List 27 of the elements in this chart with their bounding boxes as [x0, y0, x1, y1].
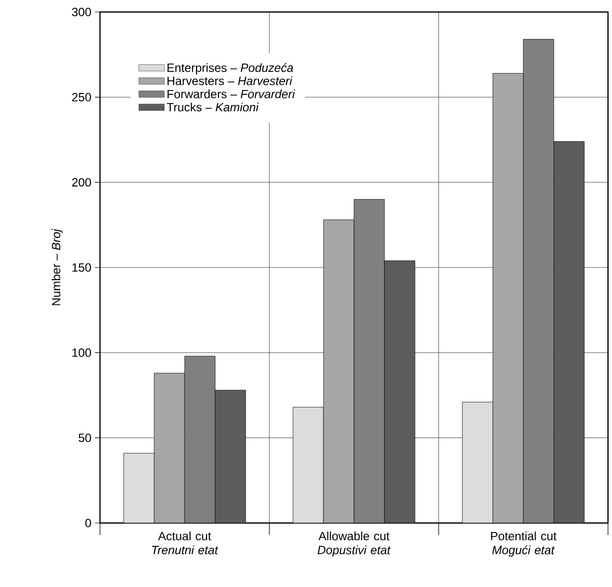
- y-tick-label: 250: [72, 92, 92, 102]
- bar: [154, 372, 185, 523]
- legend-label: Enterprises – Poduzeća: [168, 63, 294, 74]
- bar: [554, 141, 584, 523]
- bar: [214, 390, 246, 523]
- y-tick-label: 100: [72, 348, 92, 357]
- y-tick-label: 200: [72, 178, 92, 187]
- x-tick-label: Allowable cut Dopustivi etat: [318, 532, 391, 557]
- x-tick-label: Actual cut Trenutni etat: [152, 532, 218, 554]
- y-axis-title: Number – Broj: [52, 228, 63, 306]
- x-tick-label: Potential cut Mogući etat: [491, 532, 556, 557]
- bar: [124, 452, 154, 523]
- bar: [384, 260, 416, 523]
- bar: [354, 199, 385, 523]
- bar: [523, 39, 554, 523]
- legend-label: Forwarders – Forvarderi: [168, 90, 296, 98]
- bar: [323, 220, 354, 523]
- y-tick-label: 50: [78, 434, 92, 442]
- bar: [184, 356, 216, 523]
- y-tick-label: 300: [72, 8, 92, 16]
- bar: [462, 402, 494, 523]
- y-tick-label: 0: [85, 518, 92, 528]
- legend-label: Harvesters – Harvesteri: [168, 76, 292, 86]
- legend-label: Trucks – Kamioni: [166, 102, 259, 112]
- bar: [292, 406, 324, 523]
- y-tick-label: 150: [72, 263, 92, 272]
- bar: [492, 73, 524, 523]
